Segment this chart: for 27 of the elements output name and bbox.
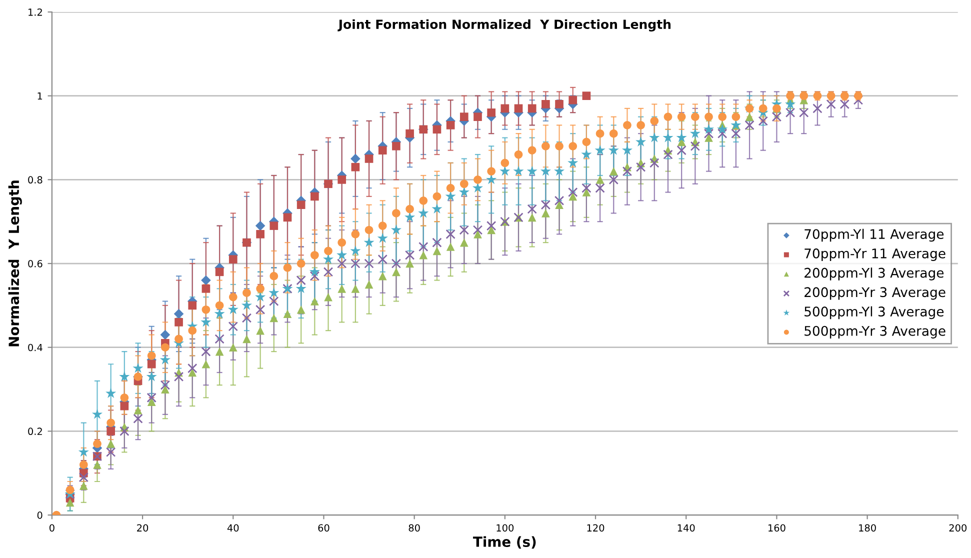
legend-label: 500ppm-Yl 3 Average	[804, 306, 944, 320]
x-tick-label: 180	[859, 524, 876, 532]
x-tick-label: 40	[227, 524, 239, 532]
legend-label: 500ppm-Yr 3 Average	[804, 326, 946, 338]
x-tick-label: 100	[496, 524, 514, 532]
y-tick-label: 0	[37, 512, 42, 519]
legend-label: 200ppm-Yr 3 Average	[804, 287, 946, 300]
y-tick-label: 1	[38, 92, 42, 100]
x-tick-label: 140	[678, 524, 695, 532]
x-tick-label: 200	[949, 524, 967, 532]
x-tick-label: 120	[587, 524, 604, 532]
x-tick-label: 60	[318, 524, 330, 532]
x-axis-title: Time (s)	[473, 536, 536, 549]
y-tick-label: 0.4	[28, 344, 42, 352]
y-tick-label: 0.8	[28, 176, 42, 184]
x-tick-label: 20	[137, 524, 148, 532]
y-axis-title: Normalized Y Length	[8, 180, 22, 346]
legend-label: 70ppm-Yl 11 Average	[804, 228, 944, 242]
legend-label: 200ppm-Yl 3 Average	[804, 268, 944, 280]
x-tick-label: 80	[408, 524, 420, 532]
text: Joint Formation Normalized Y Direction Length	[338, 19, 671, 32]
y-tick-label: 1.2	[28, 8, 42, 16]
y-tick-label: 0.2	[28, 428, 42, 436]
x-tick-label: 160	[768, 524, 786, 532]
legend-label: 70ppm-Yr 11 Average	[804, 248, 946, 261]
y-tick-label: 0.6	[28, 260, 42, 268]
x-tick-label: 0	[49, 524, 54, 532]
